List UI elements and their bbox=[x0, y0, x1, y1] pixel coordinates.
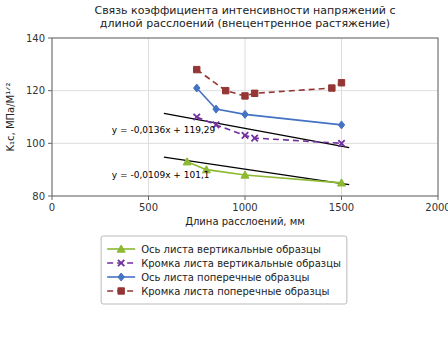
tick-x bbox=[245, 196, 246, 200]
point bbox=[223, 87, 229, 93]
point bbox=[338, 179, 346, 186]
tick-label-x: 1000 bbox=[232, 202, 257, 213]
series bbox=[194, 66, 345, 99]
tick-y bbox=[48, 38, 52, 39]
tick-y bbox=[48, 143, 52, 144]
point bbox=[251, 90, 257, 96]
point bbox=[194, 84, 200, 92]
y-axis-label: K₁c, МПа/М¹ᐟ² bbox=[5, 83, 16, 152]
series bbox=[194, 84, 345, 129]
tick-label-x: 2000 bbox=[425, 202, 448, 213]
x-axis-label: Длина расслоений, мм bbox=[185, 216, 305, 227]
legend-marker bbox=[118, 260, 124, 266]
tick-x bbox=[341, 196, 342, 200]
tick-y bbox=[48, 90, 52, 91]
series-line bbox=[187, 162, 341, 183]
legend: Ось листа вертикальные образцы Кромка лис… bbox=[101, 236, 347, 304]
tick-x bbox=[438, 196, 439, 200]
plot-frame bbox=[52, 38, 438, 196]
legend-marker bbox=[118, 273, 124, 281]
tick-label-x: 500 bbox=[139, 202, 158, 213]
point bbox=[194, 66, 200, 72]
tick-label-x: 0 bbox=[49, 202, 55, 213]
legend-item: Кромка листа вертикальные образцы bbox=[107, 258, 341, 269]
point bbox=[242, 110, 248, 118]
tick-label-x: 1500 bbox=[329, 202, 354, 213]
point bbox=[251, 135, 257, 141]
title-line: длиной расслоений (внецентренное растяже… bbox=[100, 17, 390, 30]
tick-label-y: 100 bbox=[26, 138, 45, 149]
point bbox=[338, 80, 344, 86]
point bbox=[338, 121, 344, 129]
point bbox=[329, 85, 335, 91]
legend-item: Ось листа вертикальные образцы bbox=[107, 244, 321, 255]
tick-y bbox=[48, 196, 52, 197]
tick-label-y: 80 bbox=[32, 191, 45, 202]
title: Связь коэффициента интенсивности напряже… bbox=[94, 4, 395, 30]
annotation: y = -0,0136x + 119,29 bbox=[112, 125, 216, 135]
grid bbox=[52, 38, 438, 196]
grid-line-y bbox=[52, 143, 438, 144]
legend-label: Кромка листа поперечные образцы bbox=[141, 286, 329, 297]
legend-item: Ось листа поперечные образцы bbox=[107, 272, 309, 283]
annotation: y = -0,0109x + 101,1 bbox=[112, 170, 210, 180]
legend-label: Кромка листа вертикальные образцы bbox=[141, 258, 341, 269]
legend-label: Ось листа поперечные образцы bbox=[141, 272, 309, 283]
tick-label-y: 120 bbox=[26, 85, 45, 96]
series-line bbox=[197, 117, 342, 143]
legend-item: Кромка листа поперечные образцы bbox=[107, 286, 329, 297]
point bbox=[183, 158, 191, 165]
tick-x bbox=[148, 196, 149, 200]
legend-label: Ось листа вертикальные образцы bbox=[141, 244, 321, 255]
grid-line-x bbox=[341, 38, 342, 196]
point bbox=[242, 132, 248, 138]
series bbox=[194, 114, 345, 147]
tick-label-y: 140 bbox=[26, 33, 45, 44]
legend-marker bbox=[118, 288, 124, 294]
point bbox=[241, 171, 249, 178]
legend-marker bbox=[117, 245, 125, 252]
series-line bbox=[197, 88, 342, 125]
tick-x bbox=[52, 196, 53, 200]
point bbox=[242, 93, 248, 99]
point bbox=[338, 140, 344, 146]
title-line: Связь коэффициента интенсивности напряже… bbox=[94, 4, 395, 17]
chart: Связь коэффициента интенсивности напряже… bbox=[0, 0, 448, 341]
point bbox=[213, 105, 219, 113]
series-line bbox=[197, 70, 342, 96]
grid-line-y bbox=[52, 90, 438, 91]
point bbox=[194, 114, 200, 120]
legend-box bbox=[101, 236, 347, 304]
